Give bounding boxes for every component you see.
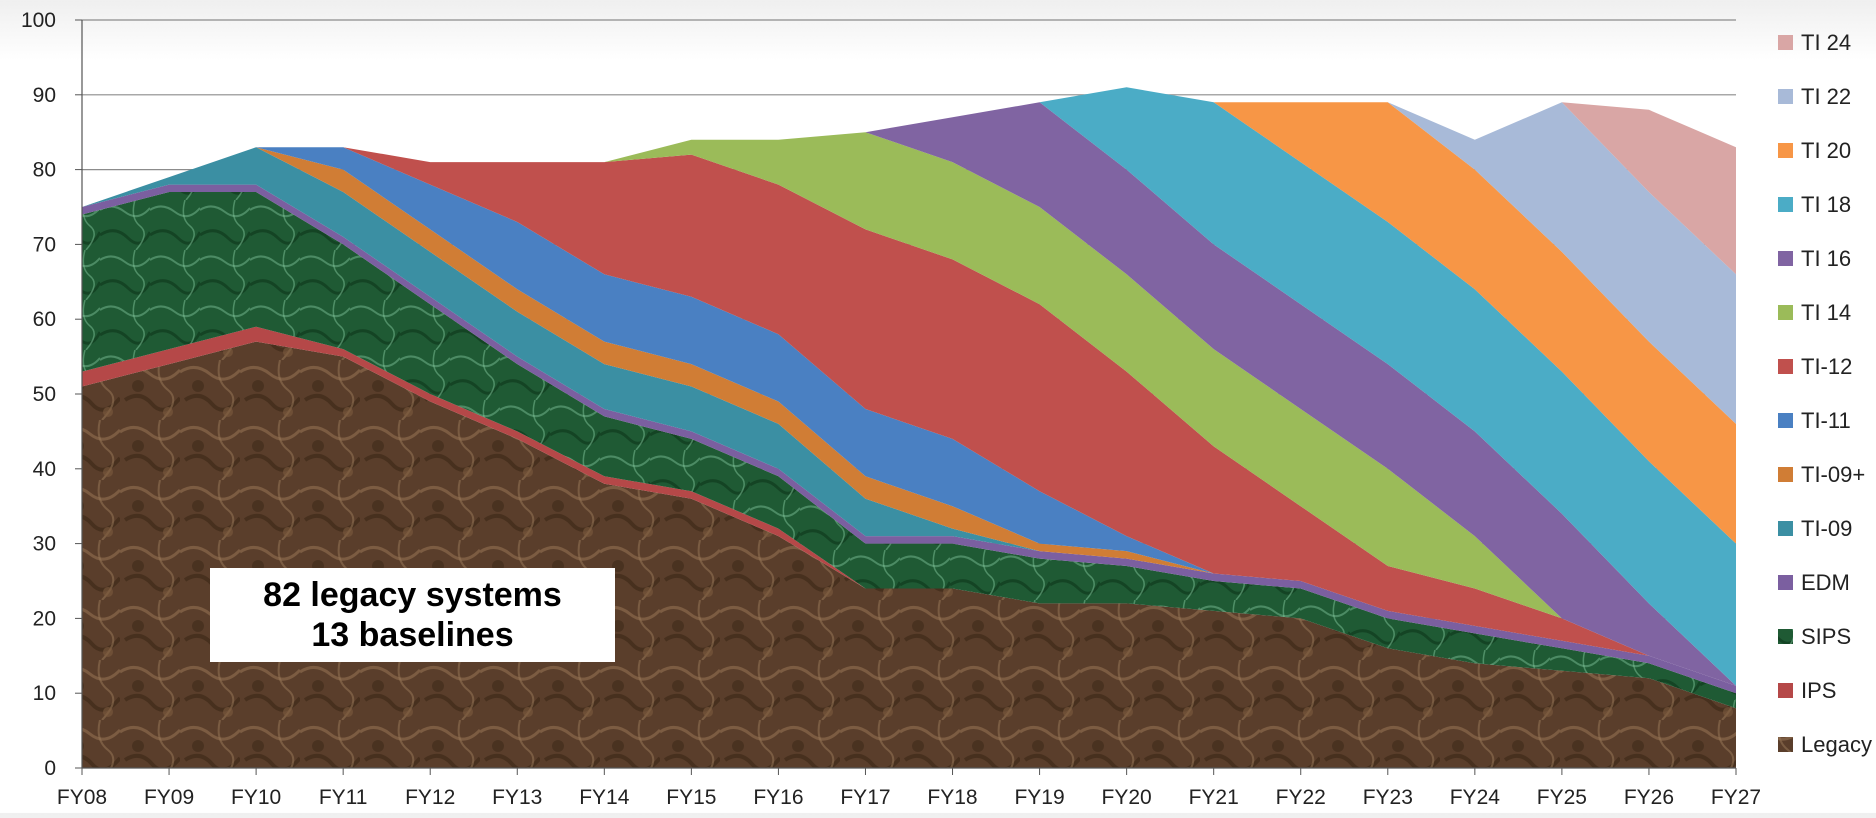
area-ti-22 [82, 87, 1736, 424]
x-tick-label: FY08 [57, 786, 107, 809]
axes: 0 10 20 30 40 50 60 70 80 90 100 FY08 FY09 FY10 FY11 FY… [21, 9, 1761, 809]
x-tick-label: FY20 [1102, 786, 1152, 809]
x-tick-label: FY14 [579, 786, 630, 809]
y-tick-label: 100 [21, 9, 56, 32]
legend-swatch-ti-09 [1778, 521, 1793, 536]
legend-swatch-legacy [1778, 737, 1793, 752]
y-tick-label: 80 [33, 159, 56, 182]
legend-swatch-ti-09 [1778, 467, 1793, 482]
legend-label-ti-18: TI 18 [1801, 192, 1851, 217]
legend-swatch-ti-11 [1778, 413, 1793, 428]
x-tick-label: FY27 [1711, 786, 1761, 809]
legend-swatch-sips [1778, 629, 1793, 644]
y-tick-label: 70 [33, 233, 56, 256]
legend-label-edm: EDM [1801, 570, 1850, 595]
x-tick-label: FY09 [144, 786, 194, 809]
y-tick-label: 40 [33, 458, 56, 481]
legend-label-ips: IPS [1801, 678, 1836, 703]
x-tick-label: FY22 [1276, 786, 1326, 809]
legend-label-legacy: Legacy [1801, 732, 1872, 757]
legend-label-ti-09: TI-09 [1801, 516, 1852, 541]
x-tick-label: FY21 [1189, 786, 1239, 809]
x-tick-label: FY11 [319, 786, 368, 809]
y-tick-label: 60 [33, 308, 56, 331]
y-tick-label: 20 [33, 607, 56, 630]
area-series-layer [82, 87, 1736, 768]
x-tick-label: FY13 [492, 786, 542, 809]
chart-annotation: 82 legacy systems 13 baselines [210, 568, 615, 662]
area-ti-09 [82, 147, 1736, 686]
legend-swatch-ips [1778, 683, 1793, 698]
y-tick-label: 90 [33, 84, 56, 107]
legend-swatch-ti-18 [1778, 197, 1793, 212]
x-tick-label: FY17 [840, 786, 890, 809]
legend: TI 24 TI 22 TI 20 TI 18 TI 16 TI 14 TI-12 TI-11… [1778, 30, 1872, 757]
area-sips [82, 192, 1736, 709]
legend-swatch-ti-16 [1778, 251, 1793, 266]
x-tick-label: FY12 [405, 786, 455, 809]
annotation-line-2: 13 baselines [311, 616, 514, 654]
legend-swatch-ti-14 [1778, 305, 1793, 320]
y-tick-label: 0 [44, 757, 56, 780]
x-tick-label: FY26 [1624, 786, 1674, 809]
legend-label-ti-11: TI-11 [1801, 408, 1851, 433]
legend-swatch-ti-12 [1778, 359, 1793, 374]
legend-swatch-ti-20 [1778, 143, 1793, 158]
legend-swatch-ti-22 [1778, 89, 1793, 104]
legend-label-ti-12: TI-12 [1801, 354, 1852, 379]
area-ips [82, 326, 1736, 709]
legend-label-ti-20: TI 20 [1801, 138, 1851, 163]
area-ti-18 [82, 87, 1736, 686]
area-ti-12 [82, 147, 1736, 686]
legend-label-ti-16: TI 16 [1801, 246, 1851, 271]
y-tick-label: 10 [33, 682, 56, 705]
x-tick-label: FY23 [1363, 786, 1413, 809]
area-ti-14 [82, 132, 1736, 686]
x-tick-label: FY19 [1014, 786, 1064, 809]
legend-label-ti-22: TI 22 [1801, 84, 1851, 109]
legend-swatch-ti-24 [1778, 35, 1793, 50]
x-tick-label: FY18 [927, 786, 977, 809]
legend-label-ti-09: TI-09+ [1801, 462, 1865, 487]
y-tick-label: 50 [33, 383, 56, 406]
legend-label-sips: SIPS [1801, 624, 1851, 649]
area-ti-24 [82, 87, 1736, 275]
area-edm [82, 184, 1736, 694]
x-tick-label: FY25 [1537, 786, 1587, 809]
x-tick-label: FY24 [1450, 786, 1501, 809]
x-tick-label: FY16 [753, 786, 803, 809]
legend-label-ti-14: TI 14 [1801, 300, 1851, 325]
annotation-line-1: 82 legacy systems [263, 576, 562, 614]
area-ti-16 [82, 102, 1736, 686]
legend-label-ti-24: TI 24 [1801, 30, 1851, 55]
legend-swatch-edm [1778, 575, 1793, 590]
x-tick-label: FY15 [666, 786, 716, 809]
y-tick-label: 30 [33, 533, 56, 556]
x-tick-label: FY10 [231, 786, 281, 809]
